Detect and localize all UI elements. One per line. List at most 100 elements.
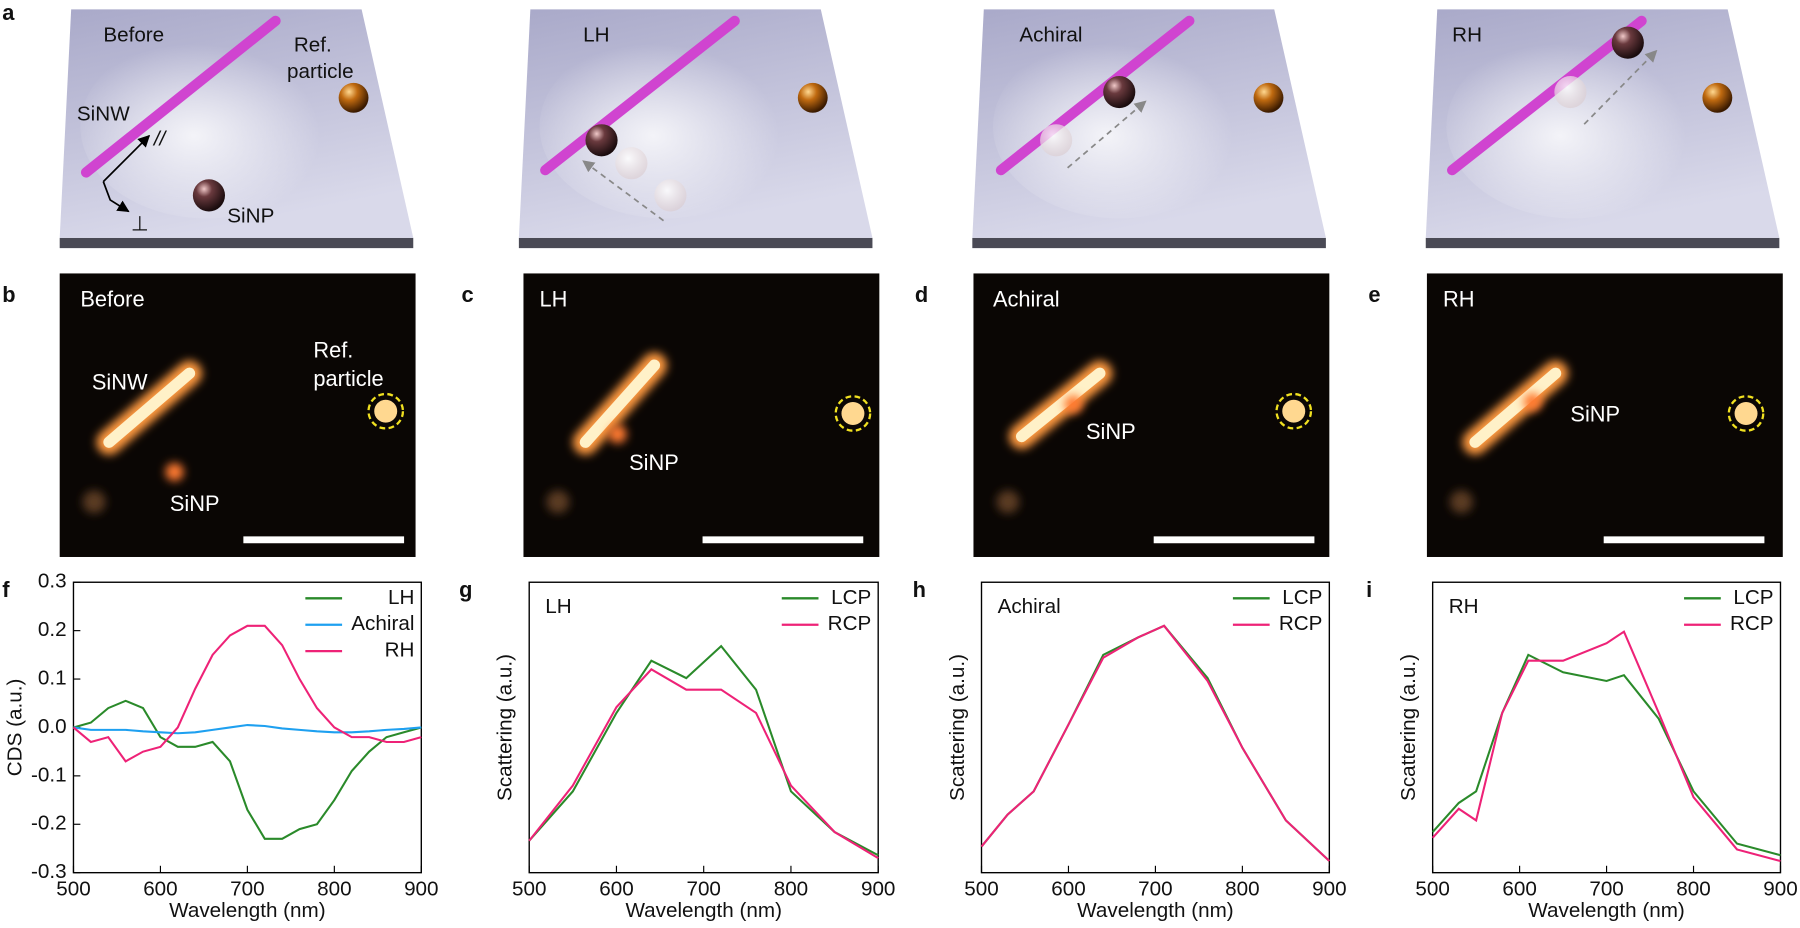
- y-tick-label: -0.3: [31, 860, 67, 883]
- ref-particle: [1253, 82, 1284, 113]
- x-tick-label: 700: [1589, 877, 1623, 900]
- x-tick-label: 600: [1502, 877, 1536, 900]
- x-axis-label: Wavelength (nm): [625, 899, 782, 922]
- series-line: [980, 624, 1331, 862]
- charts: 500 600 700 800 900 -0.3 -0.2 -0.1 0.0 0.1 0.2 0.3 W…: [4, 570, 1798, 922]
- axis-label: ⊥: [131, 213, 149, 236]
- nanowire: [540, 15, 740, 176]
- panel-label: f: [2, 577, 10, 602]
- ref-particle: [797, 82, 828, 113]
- micrograph-label: SiNP: [629, 450, 679, 475]
- x-axis-label: Wavelength (nm): [169, 899, 326, 922]
- micrograph-label: particle: [313, 366, 383, 391]
- legend-label: RCP: [1730, 612, 1774, 635]
- schematic-label: Achiral: [1019, 23, 1082, 46]
- y-tick-label: -0.1: [31, 763, 67, 786]
- micrograph-label: SiNW: [92, 369, 148, 394]
- y-axis-label: Scattering (a.u.): [494, 654, 517, 801]
- ref-marker: [834, 395, 872, 432]
- nanoparticle-label: SiNP: [227, 205, 274, 228]
- particle-glow: [165, 462, 184, 482]
- x-tick-label: 600: [143, 877, 177, 900]
- panel-label: b: [2, 282, 15, 307]
- particle-glow: [608, 424, 627, 444]
- series-line: [528, 668, 879, 860]
- x-tick-label: 500: [1415, 877, 1449, 900]
- plot-frame: [980, 581, 1331, 874]
- plate-edge: [518, 237, 873, 249]
- y-tick-label: -0.2: [31, 812, 67, 835]
- micrograph-label: Achiral: [993, 287, 1060, 312]
- haze: [546, 490, 570, 514]
- x-tick-label: 500: [964, 877, 998, 900]
- legend-label: LCP: [1733, 586, 1773, 609]
- schematic-label: Before: [103, 23, 164, 46]
- plate-edge: [1425, 237, 1780, 249]
- ref-glow: [1282, 399, 1306, 423]
- light: [539, 34, 793, 219]
- series-line: [1431, 653, 1781, 857]
- particle: [585, 124, 618, 157]
- ghost-particle: [654, 179, 687, 212]
- particle: [1611, 26, 1644, 59]
- ghost-particle: [1554, 75, 1587, 109]
- axis-label: //: [152, 128, 168, 151]
- x-tick-label: 900: [404, 877, 438, 900]
- axis-arrow: [102, 181, 130, 213]
- legend-label: LCP: [1282, 586, 1322, 609]
- schematic-label: RH: [1452, 23, 1482, 46]
- nanowire-core: [579, 359, 661, 448]
- chart-title: RH: [1449, 595, 1479, 618]
- annotations: Before LH Achiral RH Ref. particle SiNW …: [77, 23, 1620, 516]
- ref-label: particle: [287, 60, 354, 83]
- nanowire-core: [103, 367, 196, 448]
- x-axis-label: Wavelength (nm): [1077, 899, 1234, 922]
- legend-label: LCP: [831, 586, 871, 609]
- ref-marker: [367, 392, 405, 430]
- series-line: [73, 723, 422, 735]
- y-tick-label: 0.1: [38, 667, 67, 690]
- x-tick-label: 800: [774, 877, 808, 900]
- series-line: [528, 644, 879, 857]
- x-tick-label: 800: [1676, 877, 1710, 900]
- series-line: [73, 699, 422, 840]
- particle: [192, 179, 225, 212]
- light: [992, 34, 1246, 219]
- y-tick-label: 0.2: [38, 618, 67, 641]
- legend-label: LH: [388, 586, 414, 609]
- panel-label: a: [2, 0, 15, 25]
- y-tick-label: 0.0: [38, 715, 67, 738]
- ref-marker: [1727, 395, 1765, 432]
- series-line: [1431, 630, 1781, 863]
- y-axis-label: Scattering (a.u.): [1397, 654, 1420, 801]
- x-tick-label: 700: [686, 877, 720, 900]
- path-arrow: [582, 160, 665, 222]
- nanowire-core: [1469, 367, 1562, 448]
- x-tick-label: 600: [599, 877, 633, 900]
- panel-label: g: [459, 577, 472, 602]
- particle-glow: [1064, 395, 1083, 414]
- particle-glow: [1523, 392, 1542, 412]
- panel-label: c: [461, 282, 473, 307]
- micrograph-label: SiNP: [170, 491, 220, 516]
- nanowire: [80, 15, 281, 178]
- x-tick-label: 500: [512, 877, 546, 900]
- x-tick-label: 500: [56, 877, 90, 900]
- decorations: [59, 9, 1783, 557]
- x-tick-label: 900: [861, 877, 895, 900]
- light: [1446, 34, 1699, 219]
- haze: [82, 490, 106, 514]
- series-line: [72, 624, 422, 763]
- panel-label: i: [1366, 577, 1372, 602]
- x-tick-label: 700: [230, 877, 264, 900]
- x-axis-label: Wavelength (nm): [1528, 899, 1685, 922]
- haze: [1449, 490, 1473, 514]
- path-arrow: [1583, 49, 1658, 125]
- nanowire: [1447, 15, 1647, 176]
- chart-title: LH: [545, 595, 571, 618]
- panel-label: d: [915, 282, 928, 307]
- ref-glow: [374, 399, 398, 423]
- plate-edge: [972, 237, 1326, 249]
